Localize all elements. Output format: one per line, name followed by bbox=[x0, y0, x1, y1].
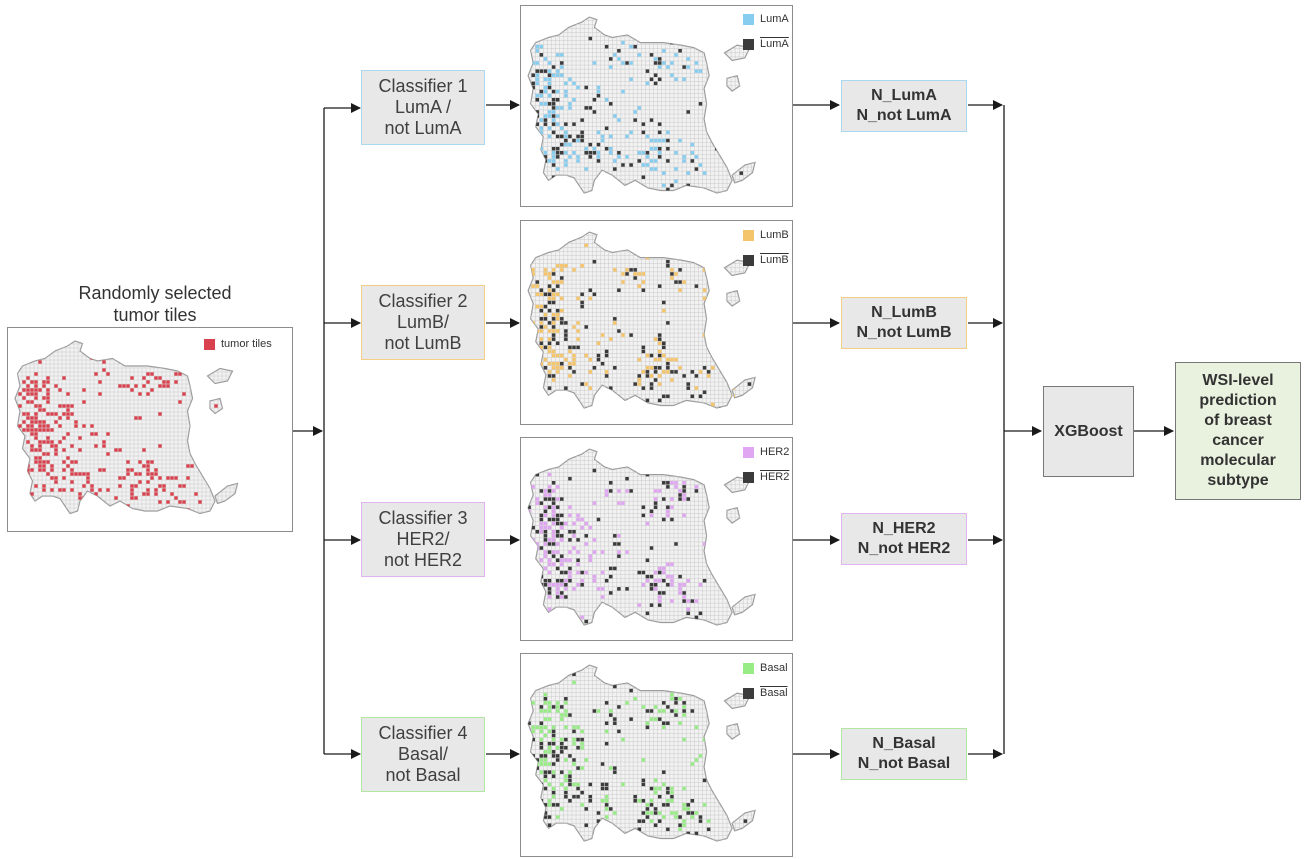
tile-grid bbox=[528, 449, 756, 626]
luma-legend-positive: LumA bbox=[743, 13, 789, 25]
not-her2-swatch bbox=[743, 471, 754, 483]
prediction-output-box: WSI-level prediction of breast cancer mo… bbox=[1175, 362, 1301, 500]
her2-legend-negative: HER2 bbox=[743, 471, 789, 483]
tile-grid bbox=[15, 341, 238, 514]
lumb-tile-map bbox=[527, 231, 756, 409]
input-tile-map-panel: tumor tiles bbox=[7, 327, 293, 532]
lumb-legend-negative: LumB bbox=[743, 254, 789, 266]
basal-swatch bbox=[743, 662, 754, 674]
input-caption: Randomly selected tumor tiles bbox=[78, 283, 232, 325]
not-lumb-swatch bbox=[743, 254, 754, 266]
her2-tile-map-panel: HER2 HER2 bbox=[520, 437, 793, 641]
lumb-tile-map-panel: LumB LumB bbox=[520, 220, 793, 425]
classifier-2-box: Classifier 2 LumB/not LumB bbox=[361, 285, 485, 360]
her2-legend-positive: HER2 bbox=[743, 446, 789, 458]
her2-count-box: N_HER2 N_not HER2 bbox=[841, 513, 967, 565]
luma-legend-negative: LumA bbox=[743, 38, 789, 50]
basal-legend-negative: Basal bbox=[743, 687, 788, 699]
luma-tile-map bbox=[527, 16, 756, 194]
tile-grid bbox=[528, 17, 756, 194]
tumor-tiles-swatch bbox=[204, 338, 215, 350]
lumb-swatch bbox=[743, 229, 754, 241]
tile-grid bbox=[528, 665, 756, 842]
input-legend: tumor tiles bbox=[204, 338, 272, 350]
basal-tile-map-panel: Basal Basal bbox=[520, 653, 793, 857]
lumb-legend-positive: LumB bbox=[743, 229, 789, 241]
classifier-3-box: Classifier 3 HER2/not HER2 bbox=[361, 502, 485, 577]
classifier-4-box: Classifier 4 Basal/not Basal bbox=[361, 717, 485, 792]
tissue-shape bbox=[527, 16, 756, 194]
basal-legend-positive: Basal bbox=[743, 662, 788, 674]
luma-swatch bbox=[743, 13, 754, 25]
classifier-1-box: Classifier 1 LumA / not LumA bbox=[361, 70, 485, 145]
her2-tile-map bbox=[527, 448, 756, 626]
luma-tile-map-panel: LumA LumA bbox=[520, 5, 793, 207]
basal-count-box: N_Basal N_not Basal bbox=[841, 728, 967, 780]
lumb-count-box: N_LumB N_not LumB bbox=[841, 297, 967, 349]
basal-tile-map bbox=[527, 664, 756, 842]
xgboost-box: XGBoost bbox=[1043, 386, 1134, 477]
not-luma-swatch bbox=[743, 38, 754, 50]
her2-swatch bbox=[743, 446, 754, 458]
not-basal-swatch bbox=[743, 687, 754, 699]
luma-count-box: N_LumA N_not LumA bbox=[841, 80, 967, 132]
input-tile-map bbox=[14, 340, 239, 515]
